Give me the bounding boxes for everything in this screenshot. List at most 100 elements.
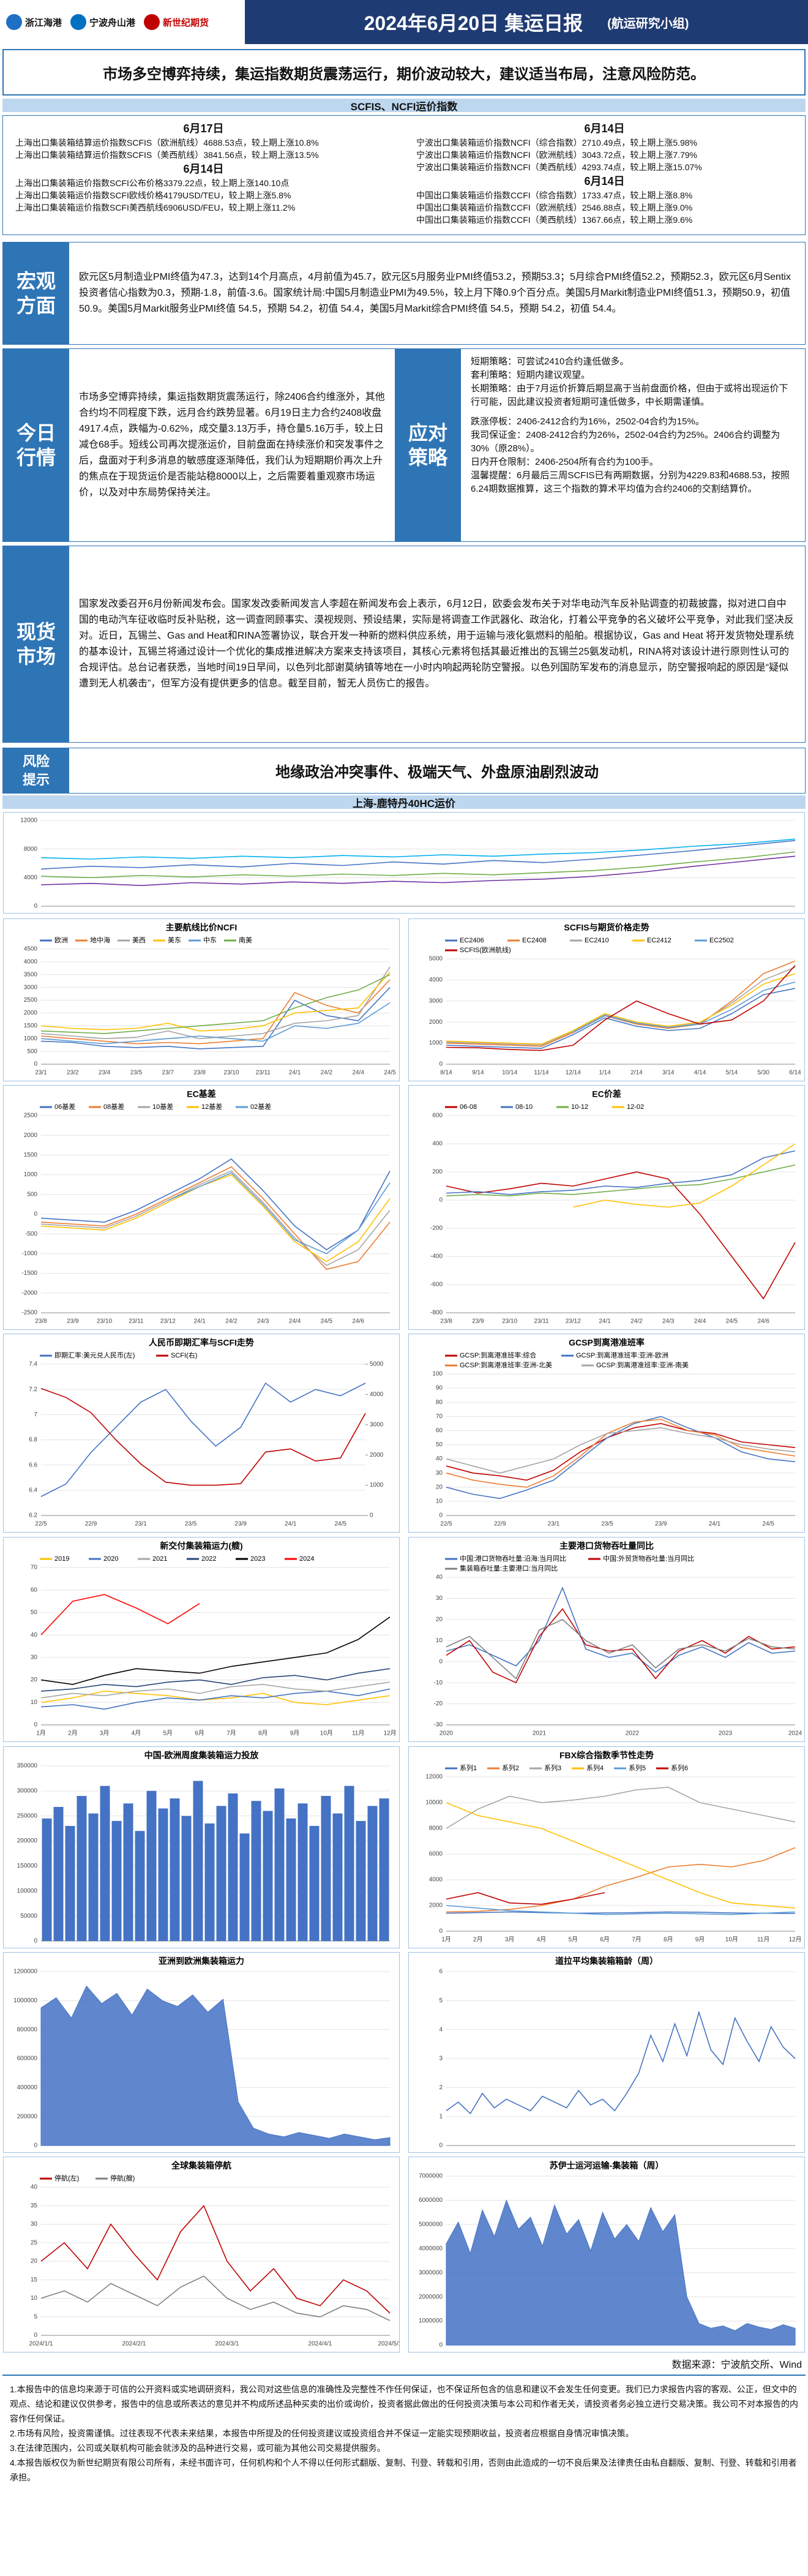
logo: 新世纪期货	[144, 14, 209, 30]
y-tick-label: 4000	[24, 959, 38, 966]
x-tick-label: 2024/1/1	[29, 2341, 53, 2348]
x-tick-label: 2月	[473, 1936, 483, 1943]
bar	[123, 1803, 133, 1941]
y-tick-label: 3000	[24, 984, 38, 991]
series-line	[40, 974, 391, 1034]
chart-title: 全球集装箱停航	[171, 2161, 231, 2171]
legend-label: 2020	[103, 1555, 118, 1563]
x-tick-label: 23/1	[35, 1070, 47, 1076]
logo: 宁波舟山港	[70, 14, 135, 30]
x-tick-label: 23/11	[129, 1318, 144, 1325]
y-tick-label: 0	[439, 1928, 443, 1935]
series-line	[40, 2275, 391, 2321]
y-tick-label: 1000	[24, 1035, 38, 1042]
x-tick-label: 22/9	[494, 1521, 506, 1528]
strategy-line: 我司保证金：2408-2412合约为26%，2502-04合约为25%。2406…	[471, 430, 780, 454]
chart-frame	[3, 2157, 400, 2353]
chart-title: GCSP到离港准班率	[569, 1338, 645, 1348]
bar	[344, 1786, 354, 1941]
y-tick-label: 0	[34, 2332, 37, 2339]
y-tick-label: 1500	[24, 1023, 38, 1029]
bar	[297, 1803, 308, 1941]
strategy-line: 跌涨停板：2406-2412合约为16%，2502-04合约为15%。	[471, 416, 705, 427]
series-line	[40, 979, 391, 1045]
x-tick-label: 9月	[290, 1730, 300, 1737]
x-tick-label: 23/9	[655, 1521, 667, 1528]
y-tick-label: 500	[27, 1191, 37, 1198]
x-tick-label: 23/4	[99, 1070, 111, 1076]
x-tick-label: 2023	[719, 1730, 733, 1737]
y-tick-label: 4000000	[419, 2245, 443, 2252]
legend-label: 10-12	[571, 1103, 588, 1111]
y-tick-label: 1	[439, 2113, 443, 2120]
series-line	[40, 1170, 391, 1266]
logo-text: 新世纪期货	[163, 17, 209, 28]
legend-label: GCSP:到离港准班率:亚洲-北美	[460, 1361, 552, 1369]
bar	[111, 1820, 122, 1941]
y-tick-label: 1500	[24, 1152, 38, 1158]
legend-label: 中国:港口货物吞吐量:沿海:当月同比	[460, 1554, 566, 1563]
series-line	[446, 1150, 796, 1195]
bar	[239, 1833, 250, 1941]
y-tick-label: 7.2	[29, 1386, 37, 1393]
legend-label: 集装箱吞吐量:主要港口:当月同比	[460, 1564, 558, 1572]
y-tick-label: 10	[436, 1637, 443, 1644]
y-tick-label: -600	[430, 1282, 443, 1288]
strategy-line: 日内开仓限制：2406-2504所有合约为100手。	[471, 457, 659, 467]
series-line	[446, 988, 796, 1050]
y-tick-label: 90	[436, 1385, 443, 1392]
chart-frame	[3, 1334, 400, 1533]
y-tick-label: 600000	[17, 2056, 38, 2062]
y-tick-label: 0	[439, 2142, 443, 2149]
x-tick-label: 23/7	[162, 1070, 174, 1076]
bar	[135, 1831, 145, 1941]
bar	[100, 1786, 110, 1941]
series-line	[446, 1587, 796, 1673]
bar	[274, 1788, 285, 1941]
x-tick-label: 23/10	[97, 1318, 112, 1325]
x-tick-label: 24/5	[321, 1318, 333, 1325]
legend-label: 系列5	[629, 1763, 646, 1772]
chart: 0 4000 8000 12000	[3, 812, 805, 914]
x-tick-label: 11/14	[534, 1070, 549, 1076]
series-line	[446, 1164, 796, 1196]
x-tick-label: 8月	[664, 1936, 673, 1943]
y2-tick-label: 4000	[370, 1391, 384, 1398]
y-tick-label: 5	[439, 1997, 443, 2004]
chart-title: 人民币即期汇率与SCFI走势	[149, 1338, 254, 1348]
index-date: 6月14日	[584, 122, 625, 135]
legend-label: 系列1	[460, 1763, 477, 1772]
legend-label: 中国:外贸货物吞吐量:当月同比	[603, 1554, 694, 1563]
x-tick-label: 2024/5/1	[378, 2341, 400, 2348]
strategy-line: 套利策略：短期内建议观望。	[471, 370, 591, 380]
y-tick-label: 100	[432, 1371, 443, 1378]
headline: 市场多空博弈持续，集运指数期货震荡运行，期价波动较大，建议适当布局，注意风险防范…	[2, 49, 806, 96]
chart: 主要航线比价NCFI 欧洲 地中海 美西 美东 中东 南美 0 500 1000 1500 2000 2…	[3, 918, 400, 1081]
logo-mark	[70, 14, 87, 30]
y2-tick-label: 1000	[370, 1482, 384, 1489]
bar	[204, 1823, 215, 1941]
series-line	[573, 1143, 796, 1208]
x-tick-label: 7月	[226, 1730, 236, 1737]
series-line	[40, 1166, 391, 1271]
chart: SCFIS与期货价格走势 EC2406 EC2408 EC2410 EC2412 EC25…	[408, 918, 805, 1081]
legend-label: 中东	[203, 936, 217, 944]
y-tick-label: 3000000	[419, 2269, 443, 2276]
y-tick-label: 0	[439, 1512, 443, 1519]
legend-label: 10基差	[152, 1102, 173, 1111]
chart-frame	[408, 1334, 805, 1533]
x-tick-label: 5月	[163, 1730, 173, 1737]
y-tick-label: 80	[436, 1399, 443, 1406]
series-line	[40, 1617, 391, 1685]
disclaimer-paragraph: 3.在法律范围内，公司或关联机构可能会就涉及的品种进行交易，或可能为其他公司交易…	[10, 2443, 386, 2453]
y-tick-label: 30	[31, 2221, 38, 2228]
y-tick-label: -200	[430, 1225, 443, 1232]
section-label: 宏观方面	[3, 242, 69, 344]
y-tick-label: 250000	[17, 1812, 38, 1819]
series-line	[40, 838, 796, 860]
y-tick-label: -500	[25, 1231, 37, 1237]
y-tick-label: 50	[31, 1609, 38, 1616]
